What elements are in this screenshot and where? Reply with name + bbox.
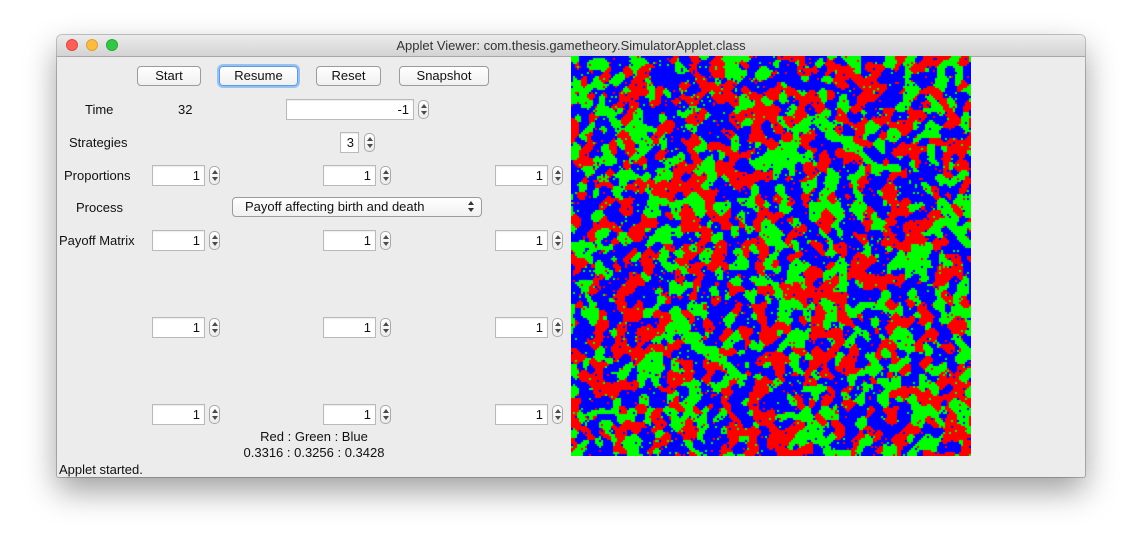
spinner-arrows-icon[interactable]: [552, 405, 563, 424]
simulation-grid[interactable]: [571, 56, 971, 456]
status-bar: Applet started.: [59, 462, 143, 477]
proportion-stepper[interactable]: 1: [323, 165, 393, 186]
close-window-icon[interactable]: [66, 39, 78, 51]
payoff-stepper[interactable]: 1: [152, 230, 222, 251]
payoff-field[interactable]: 1: [152, 317, 205, 338]
payoff-field[interactable]: 1: [152, 404, 205, 425]
strategies-label: Strategies: [69, 135, 128, 150]
payoff-field[interactable]: 1: [323, 317, 376, 338]
time-label: Time: [85, 102, 114, 117]
proportions-label: Proportions: [64, 168, 131, 183]
spinner-arrows-icon[interactable]: [418, 100, 429, 119]
spinner-arrows-icon[interactable]: [380, 231, 391, 250]
spinner-arrows-icon[interactable]: [380, 318, 391, 337]
payoff-stepper[interactable]: 1: [152, 404, 222, 425]
strategies-stepper[interactable]: 3: [340, 132, 380, 153]
reset-button[interactable]: Reset: [316, 66, 381, 86]
proportion-stepper[interactable]: 1: [495, 165, 565, 186]
payoff-stepper[interactable]: 1: [495, 317, 565, 338]
spinner-arrows-icon[interactable]: [380, 166, 391, 185]
spinner-arrows-icon[interactable]: [209, 318, 220, 337]
payoff-field[interactable]: 1: [152, 230, 205, 251]
payoff-stepper[interactable]: 1: [152, 317, 222, 338]
spinner-arrows-icon[interactable]: [209, 231, 220, 250]
payoff-field[interactable]: 1: [323, 230, 376, 251]
payoff-field[interactable]: 1: [495, 317, 548, 338]
proportion-field[interactable]: 1: [152, 165, 205, 186]
time-value: 32: [178, 102, 193, 117]
payoff-field[interactable]: 1: [323, 404, 376, 425]
payoff-stepper[interactable]: 1: [323, 230, 393, 251]
proportion-field[interactable]: 1: [323, 165, 376, 186]
time-limit-stepper[interactable]: -1: [286, 99, 431, 120]
resume-button[interactable]: Resume: [219, 66, 298, 86]
applet-viewer-window: Applet Viewer: com.thesis.gametheory.Sim…: [57, 35, 1085, 477]
payoff-field[interactable]: 1: [495, 230, 548, 251]
spinner-arrows-icon[interactable]: [552, 166, 563, 185]
spinner-arrows-icon[interactable]: [364, 133, 375, 152]
proportion-stepper[interactable]: 1: [152, 165, 222, 186]
zoom-window-icon[interactable]: [106, 39, 118, 51]
payoff-stepper[interactable]: 1: [495, 230, 565, 251]
process-selected-value: Payoff affecting birth and death: [245, 199, 425, 214]
payoff-matrix-label: Payoff Matrix: [59, 233, 135, 248]
payoff-field[interactable]: 1: [495, 404, 548, 425]
payoff-stepper[interactable]: 1: [495, 404, 565, 425]
process-label: Process: [76, 200, 123, 215]
ratio-values: 0.3316 : 0.3256 : 0.3428: [243, 445, 385, 460]
start-button[interactable]: Start: [137, 66, 201, 86]
spinner-arrows-icon[interactable]: [552, 231, 563, 250]
strategies-field[interactable]: 3: [340, 132, 359, 153]
proportion-field[interactable]: 1: [495, 165, 548, 186]
window-title: Applet Viewer: com.thesis.gametheory.Sim…: [396, 38, 746, 53]
payoff-stepper[interactable]: 1: [323, 404, 393, 425]
time-limit-field[interactable]: -1: [286, 99, 414, 120]
chevron-up-down-icon: [468, 201, 475, 213]
spinner-arrows-icon[interactable]: [209, 405, 220, 424]
title-bar: Applet Viewer: com.thesis.gametheory.Sim…: [57, 35, 1085, 57]
spinner-arrows-icon[interactable]: [380, 405, 391, 424]
payoff-stepper[interactable]: 1: [323, 317, 393, 338]
process-select[interactable]: Payoff affecting birth and death: [232, 197, 482, 217]
minimize-window-icon[interactable]: [86, 39, 98, 51]
spinner-arrows-icon[interactable]: [209, 166, 220, 185]
snapshot-button[interactable]: Snapshot: [399, 66, 489, 86]
ratio-label: Red : Green : Blue: [260, 429, 368, 444]
spinner-arrows-icon[interactable]: [552, 318, 563, 337]
